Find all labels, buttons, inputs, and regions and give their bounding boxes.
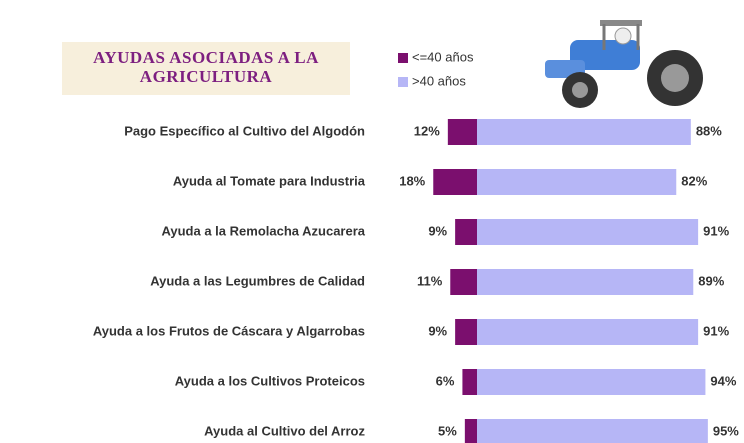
bar <box>477 419 708 443</box>
value-label: 9% <box>428 223 447 238</box>
bar <box>455 319 477 345</box>
category-label: Ayuda al Cultivo del Arroz <box>204 423 365 438</box>
bar <box>433 169 477 195</box>
category-label: Pago Específico al Cultivo del Algodón <box>124 123 365 138</box>
value-label: 91% <box>703 223 729 238</box>
bar <box>477 169 677 195</box>
bar <box>447 119 477 145</box>
category-label: Ayuda a la Remolacha Azucarera <box>161 223 365 238</box>
value-label: 12% <box>414 123 440 138</box>
bar <box>477 369 706 395</box>
value-label: 18% <box>399 173 425 188</box>
value-label: 95% <box>713 423 739 438</box>
legend-swatch <box>398 53 408 63</box>
category-label: Ayuda a los Cultivos Proteicos <box>175 373 365 388</box>
bar <box>477 119 691 145</box>
value-label: 82% <box>681 173 707 188</box>
legend-swatch <box>398 77 408 87</box>
category-label: Ayuda a las Legumbres de Calidad <box>150 273 365 288</box>
legend-label: <=40 años <box>412 49 474 64</box>
value-label: 9% <box>428 323 447 338</box>
category-label: Ayuda a los Frutos de Cáscara y Algarrob… <box>93 323 365 338</box>
bar <box>462 369 477 395</box>
category-label: Ayuda al Tomate para Industria <box>173 173 366 188</box>
bar <box>450 269 477 295</box>
value-label: 89% <box>698 273 724 288</box>
value-label: 94% <box>710 373 736 388</box>
value-label: 91% <box>703 323 729 338</box>
tractor-illustration <box>545 20 703 108</box>
bar <box>477 219 699 245</box>
value-label: 5% <box>438 423 457 438</box>
bar <box>464 419 477 443</box>
legend-label: >40 años <box>412 73 466 88</box>
bar <box>477 319 699 345</box>
value-label: 6% <box>436 373 455 388</box>
chart-title: AYUDAS ASOCIADAS A LA AGRICULTURA <box>62 42 350 95</box>
bar <box>455 219 477 245</box>
value-label: 11% <box>417 273 443 288</box>
value-label: 88% <box>696 123 722 138</box>
bar <box>477 269 694 295</box>
